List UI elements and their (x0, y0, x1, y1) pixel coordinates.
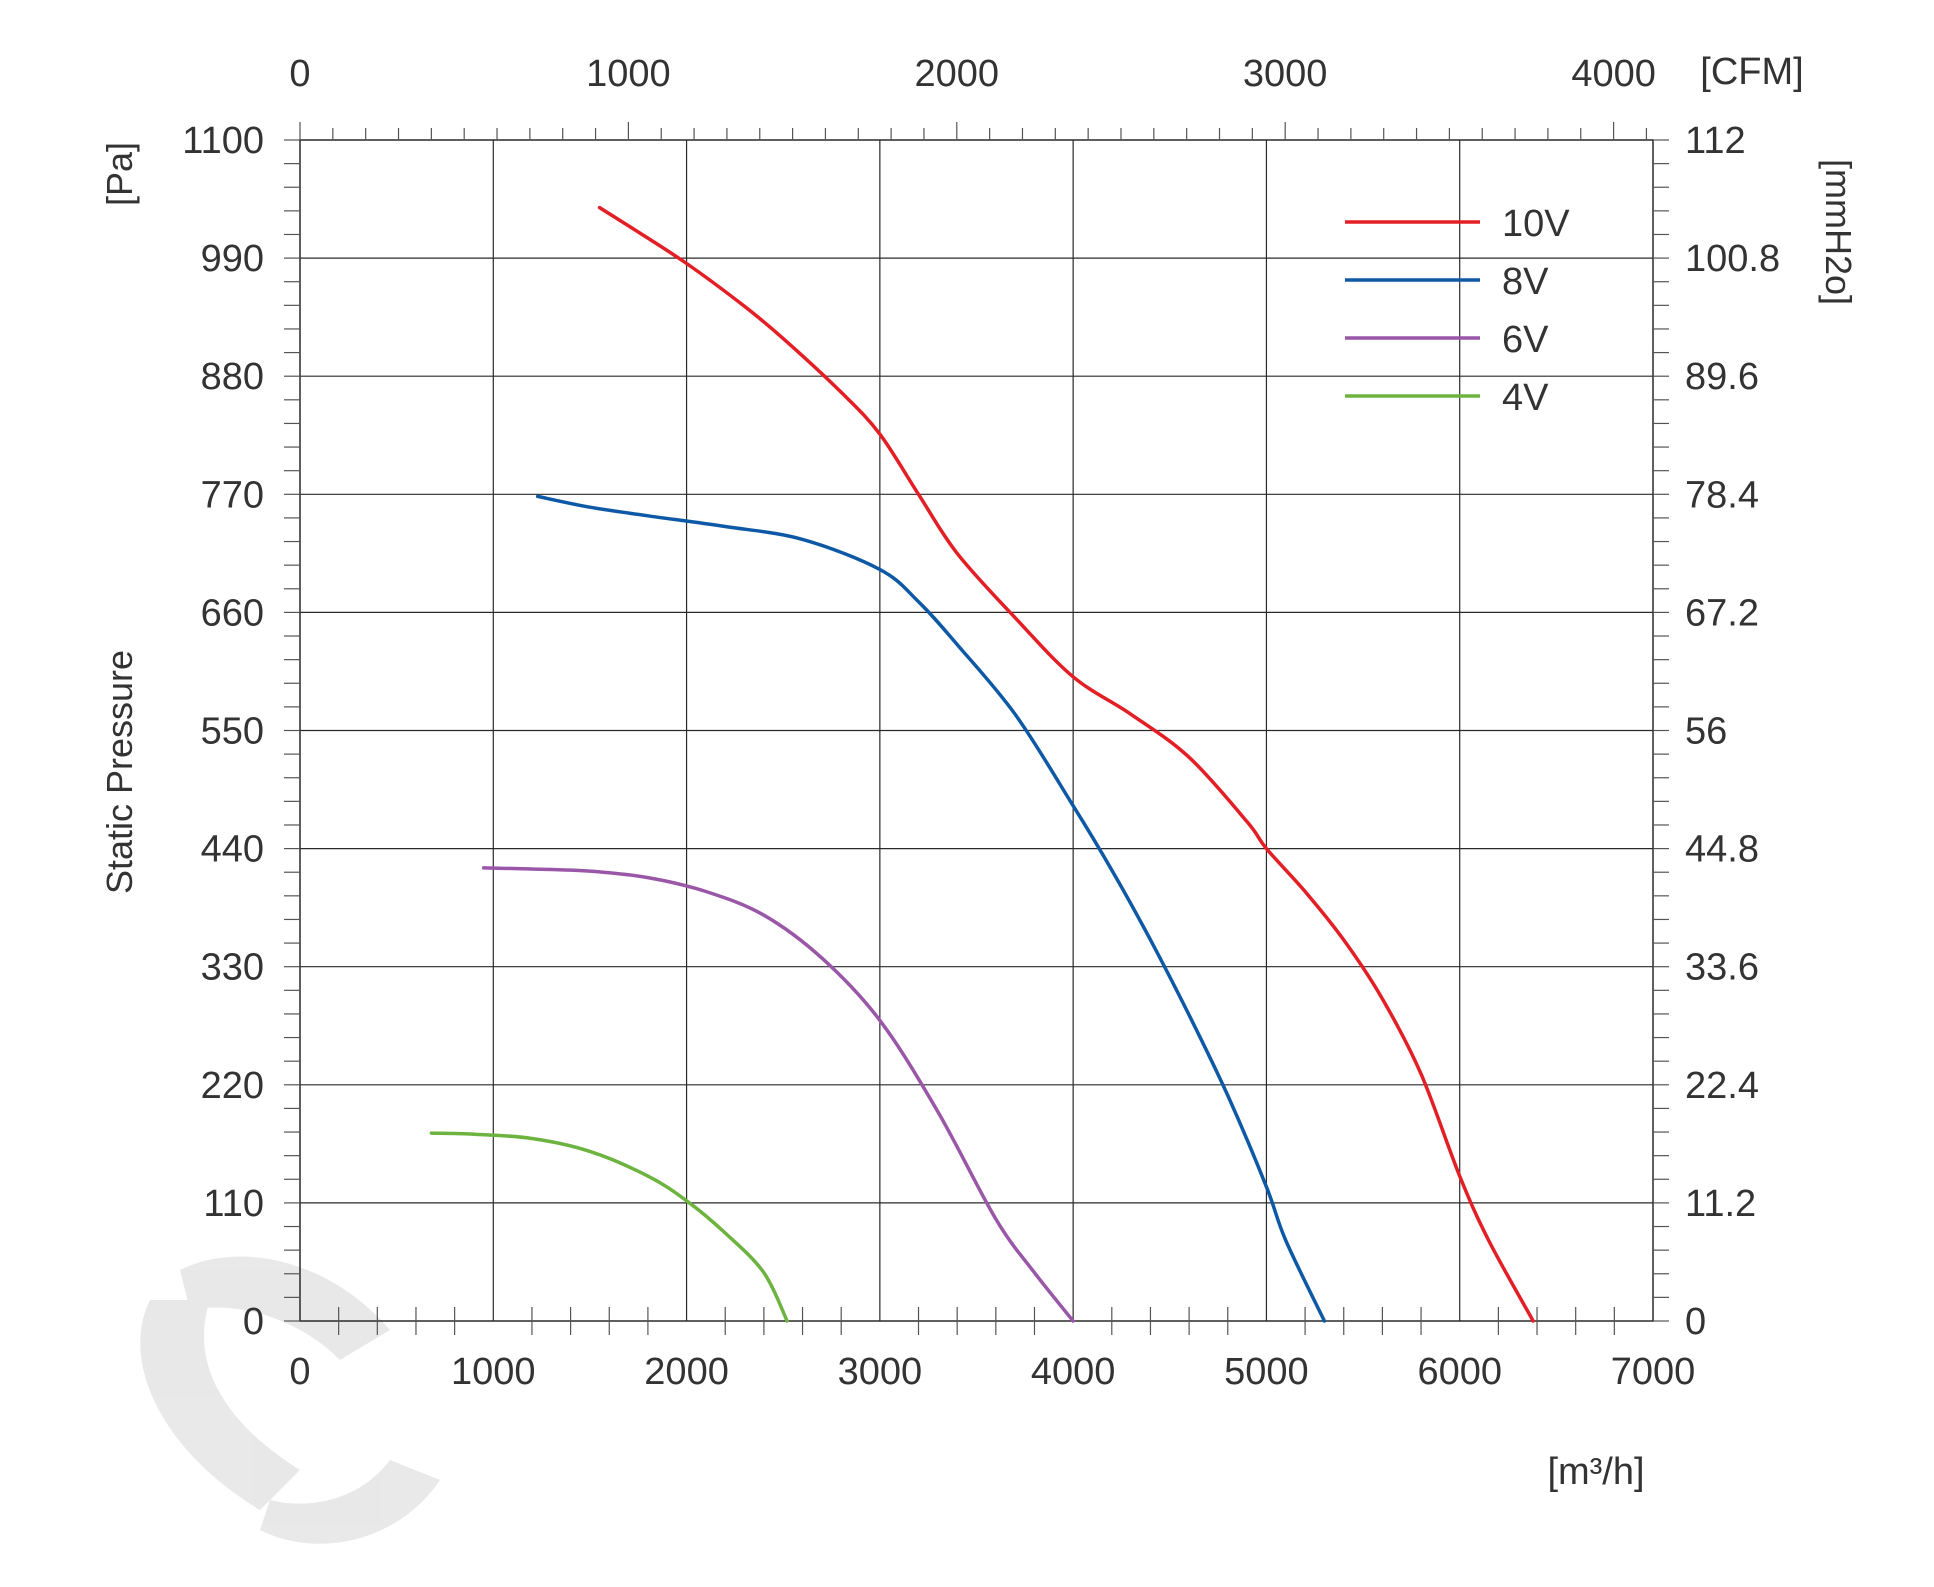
y-tick-label: 440 (201, 829, 264, 871)
fan-blade-shape (180, 1256, 390, 1360)
right-tick-label: 112 (1685, 120, 1746, 162)
right-tick-label: 22.4 (1685, 1065, 1759, 1107)
y-tick-label: 770 (201, 474, 264, 516)
top-tick-label: 2000 (915, 53, 1000, 95)
top-tick-label: 0 (289, 53, 310, 95)
vent-logo-watermark (140, 1256, 440, 1544)
y-tick-label: 660 (201, 592, 264, 634)
right-tick-label: 89.6 (1685, 356, 1759, 398)
right-tick-label: 33.6 (1685, 947, 1759, 989)
legend-label-10v: 10V (1502, 203, 1570, 245)
x-tick-label: 2000 (644, 1351, 729, 1393)
top-axis-unit: [CFM] (1700, 51, 1803, 93)
right-tick-label: 100.8 (1685, 238, 1780, 280)
y-axis-unit: [Pa] (99, 142, 140, 206)
legend: 10V 8V 6V 4V (1345, 203, 1570, 419)
y-tick-label: 330 (201, 947, 264, 989)
legend-label-6v: 6V (1502, 319, 1549, 361)
legend-label-8v: 8V (1502, 261, 1549, 303)
series-line-4v (429, 1131, 789, 1323)
fan-blade-shape (260, 1460, 440, 1544)
right-tick-label: 78.4 (1685, 474, 1759, 516)
y-tick-label: 880 (201, 356, 264, 398)
fan-blade-shape (140, 1300, 300, 1510)
ticks-layer (284, 122, 1669, 1335)
right-tick-label: 11.2 (1685, 1183, 1756, 1225)
right-tick-label: 44.8 (1685, 829, 1759, 871)
right-tick-label: 0 (1685, 1301, 1706, 1343)
top-tick-label: 4000 (1571, 53, 1656, 95)
series-line-6v (481, 866, 1075, 1323)
x-tick-label: 1000 (451, 1351, 536, 1393)
y-tick-label: 990 (201, 238, 264, 280)
x-tick-label: 5000 (1224, 1351, 1309, 1393)
x-tick-label: 7000 (1611, 1351, 1696, 1393)
y-axis-title: Static Pressure (99, 650, 140, 894)
legend-label-4v: 4V (1502, 377, 1549, 419)
grid-layer (299, 139, 1654, 1322)
top-tick-label: 1000 (586, 53, 671, 95)
series-line-10v (597, 205, 1535, 1323)
right-tick-label: 67.2 (1685, 592, 1759, 634)
y-tick-label: 1100 (182, 120, 264, 162)
y-tick-label: 550 (201, 711, 264, 753)
y-tick-label: 0 (243, 1301, 264, 1343)
series-line-8v (535, 494, 1327, 1323)
x-tick-label: 4000 (1031, 1351, 1116, 1393)
y-tick-label: 220 (201, 1065, 264, 1107)
right-tick-label: 56 (1685, 711, 1727, 753)
x-axis-unit: [m³/h] (1547, 1451, 1644, 1493)
y-tick-label: 110 (203, 1183, 264, 1225)
top-tick-label: 3000 (1243, 53, 1328, 95)
x-tick-label: 6000 (1417, 1351, 1502, 1393)
x-tick-label: 0 (289, 1351, 310, 1393)
x-tick-label: 3000 (838, 1351, 923, 1393)
right-axis-unit: [mmH2o] (1818, 159, 1859, 305)
series-layer (429, 205, 1535, 1323)
labels-layer: 0 1000 2000 3000 4000 5000 6000 7000 0 1000 2000 30… (99, 51, 1859, 1493)
